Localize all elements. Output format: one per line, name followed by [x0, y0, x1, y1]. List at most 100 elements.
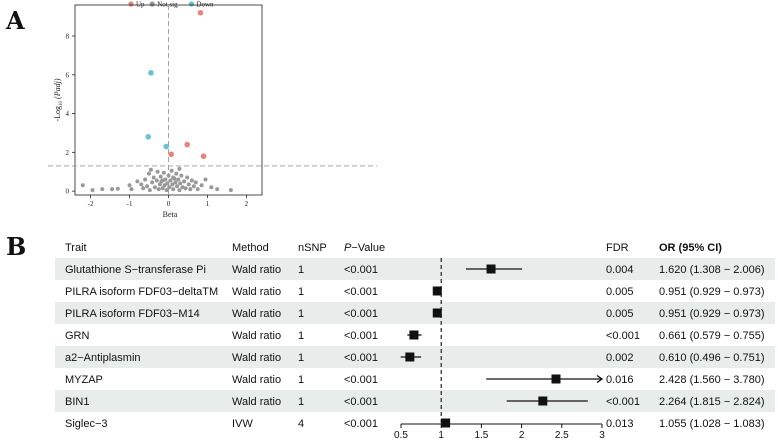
- point-down-2: [163, 143, 169, 150]
- point-not-sig-59: [177, 166, 182, 171]
- point-not-sig-49: [189, 178, 194, 183]
- point-not-sig-9: [141, 186, 146, 191]
- point-not-sig-17: [154, 178, 159, 183]
- point-estimate-1: [432, 286, 442, 296]
- panel-a-letter: A: [6, 6, 25, 35]
- cell-method-3: Wald ratio: [232, 330, 281, 342]
- header-nsnp: nSNP: [298, 242, 327, 254]
- point-not-sig-5: [127, 183, 132, 188]
- cell-fdr-0: 0.004: [606, 264, 634, 276]
- point-not-sig-51: [193, 180, 198, 185]
- point-not-sig-15: [151, 175, 156, 180]
- forest-marks: [400, 258, 604, 428]
- point-estimate-7: [441, 418, 451, 428]
- cell-nsnp-5: 1: [298, 374, 304, 386]
- forest-rows: Glutathione S−transferase Pi Wald ratio 1 <…: [65, 264, 765, 430]
- point-not-sig-28: [165, 181, 170, 186]
- cell-p-5: <0.001: [344, 374, 378, 386]
- cell-method-4: Wald ratio: [232, 352, 281, 364]
- point-not-sig-32: [169, 168, 174, 173]
- point-not-sig-11: [145, 184, 150, 189]
- cell-nsnp-0: 1: [298, 264, 304, 276]
- cell-trait-2: PILRA isoform FDF03−M14: [65, 308, 200, 320]
- row-band-0: [55, 258, 775, 280]
- x-tick-label-1: 1: [206, 200, 210, 208]
- point-not-sig-60: [160, 178, 165, 183]
- x-tick-label-2: 2: [245, 200, 249, 208]
- cell-or-text-4: 0.610 (0.496 − 0.751): [659, 352, 765, 364]
- point-not-sig-43: [180, 185, 185, 190]
- y-tick-label-2: 2: [66, 149, 70, 157]
- point-not-sig-50: [191, 184, 196, 189]
- point-not-sig-56: [215, 187, 220, 192]
- volcano-reference-lines: [48, 5, 377, 195]
- point-down-0: [148, 70, 154, 76]
- y-tick-label-4: 4: [66, 110, 70, 118]
- point-not-sig-61: [171, 175, 176, 180]
- cell-nsnp-7: 4: [298, 418, 304, 430]
- point-up-1: [184, 141, 190, 148]
- point-up-3: [168, 151, 175, 158]
- cell-trait-5: MYZAP: [65, 374, 103, 386]
- point-not-sig-24: [161, 170, 166, 175]
- point-not-sig-2: [100, 187, 105, 192]
- x-tick-label--2: -2: [88, 200, 94, 208]
- forest-tick-label-3: 3: [599, 430, 605, 441]
- point-not-sig-14: [150, 180, 155, 185]
- point-not-sig-38: [175, 184, 180, 189]
- forest-tick-label-2.5: 2.5: [555, 430, 569, 441]
- legend-marker-0: [128, 1, 134, 7]
- point-estimate-5: [551, 374, 561, 384]
- cell-p-0: <0.001: [344, 264, 378, 276]
- header-method: Method: [232, 242, 269, 254]
- cell-p-4: <0.001: [344, 352, 378, 364]
- point-not-sig-10: [143, 177, 148, 182]
- point-not-sig-57: [228, 188, 233, 193]
- y-tick-label-8: 8: [66, 33, 70, 41]
- forest-header: Trait Method nSNP P−Value FDR OR (95% CI…: [65, 242, 722, 254]
- legend-label-1: Not sig: [157, 1, 178, 9]
- cell-trait-1: PILRA isoform FDF03−deltaTM: [65, 286, 218, 298]
- header-trait: Trait: [65, 242, 87, 254]
- point-not-sig-8: [139, 182, 144, 187]
- cell-fdr-2: 0.005: [606, 308, 634, 320]
- point-not-sig-18: [155, 169, 160, 174]
- forest-plot: Trait Method nSNP P−Value FDR OR (95% CI…: [55, 242, 775, 441]
- point-up-0: [197, 9, 204, 16]
- point-not-sig-34: [171, 187, 176, 192]
- point-not-sig-46: [185, 175, 190, 180]
- point-not-sig-12: [147, 171, 152, 176]
- point-not-sig-58: [148, 167, 153, 172]
- point-not-sig-36: [173, 180, 178, 185]
- point-not-sig-16: [152, 185, 157, 190]
- cell-or-text-1: 0.951 (0.929 − 0.973): [659, 286, 765, 298]
- cell-p-6: <0.001: [344, 396, 378, 408]
- point-up-2: [200, 153, 207, 160]
- point-not-sig-1: [90, 188, 95, 193]
- point-not-sig-13: [147, 188, 152, 193]
- cell-trait-4: a2−Antiplasmin: [65, 352, 141, 364]
- point-not-sig-27: [164, 188, 169, 193]
- point-not-sig-52: [195, 187, 200, 192]
- cell-nsnp-1: 1: [298, 286, 304, 298]
- point-estimate-0: [486, 264, 496, 274]
- cell-method-1: Wald ratio: [232, 286, 281, 298]
- point-not-sig-54: [203, 177, 208, 182]
- ci-arrow-5: [596, 374, 604, 384]
- x-tick-label-0: 0: [167, 200, 171, 208]
- legend-marker-2: [188, 1, 194, 7]
- point-not-sig-0: [80, 183, 85, 188]
- cell-trait-6: BIN1: [65, 396, 89, 408]
- cell-nsnp-4: 1: [298, 352, 304, 364]
- point-not-sig-29: [166, 173, 171, 178]
- cell-method-0: Wald ratio: [232, 264, 281, 276]
- cell-p-2: <0.001: [344, 308, 378, 320]
- forest-x-axis: 0.5 1 1.5 2 2.5 3: [394, 423, 605, 441]
- legend-marker-1: [149, 1, 155, 7]
- y-tick-label-0: 0: [66, 188, 70, 196]
- cell-fdr-1: 0.005: [606, 286, 634, 298]
- point-not-sig-48: [188, 187, 193, 192]
- point-not-sig-37: [174, 171, 179, 176]
- point-not-sig-3: [110, 187, 115, 192]
